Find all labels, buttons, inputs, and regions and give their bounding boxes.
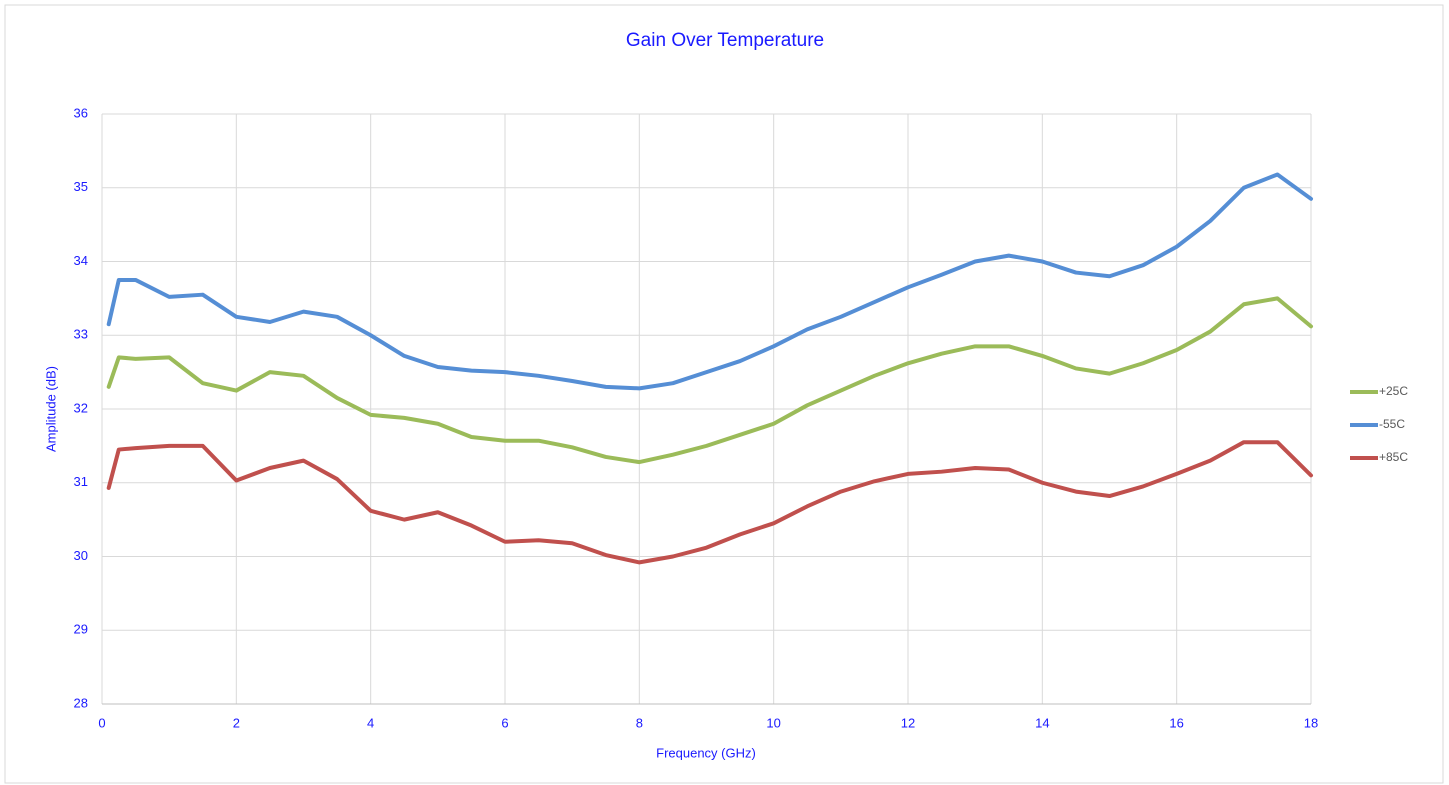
x-tick-label: 10 [766,715,780,730]
y-tick-label: 28 [74,695,88,710]
x-tick-label: 8 [636,715,643,730]
x-tick-label: 16 [1169,715,1183,730]
y-tick-label: 30 [74,548,88,563]
x-tick-label: 6 [501,715,508,730]
x-tick-label: 2 [233,715,240,730]
chart-title: Gain Over Temperature [626,30,824,51]
data-line [106,440,1313,565]
y-tick-label: 34 [74,253,88,268]
x-tick-label: 12 [901,715,915,730]
data-line [106,172,1313,391]
y-tick-label: 32 [74,400,88,415]
chart-border [4,4,1444,784]
y-tick-label: 29 [74,622,88,637]
y-tick-label: 35 [74,179,88,194]
x-tick-label: 0 [98,715,105,730]
x-tick-label: 4 [367,715,374,730]
y-axis-label: Amplitude (dB) [43,366,58,452]
data-line [106,296,1313,465]
x-axis-label: Frequency (GHz) [656,745,756,760]
y-tick-label: 33 [74,327,88,342]
legend-label: +85C [1379,450,1408,464]
x-tick-label: 14 [1035,715,1049,730]
x-tick-label: 18 [1304,715,1318,730]
y-tick-label: 36 [74,105,88,120]
legend-label: -55C [1379,417,1405,431]
y-tick-label: 31 [74,474,88,489]
legend-label: +25C [1379,384,1408,398]
